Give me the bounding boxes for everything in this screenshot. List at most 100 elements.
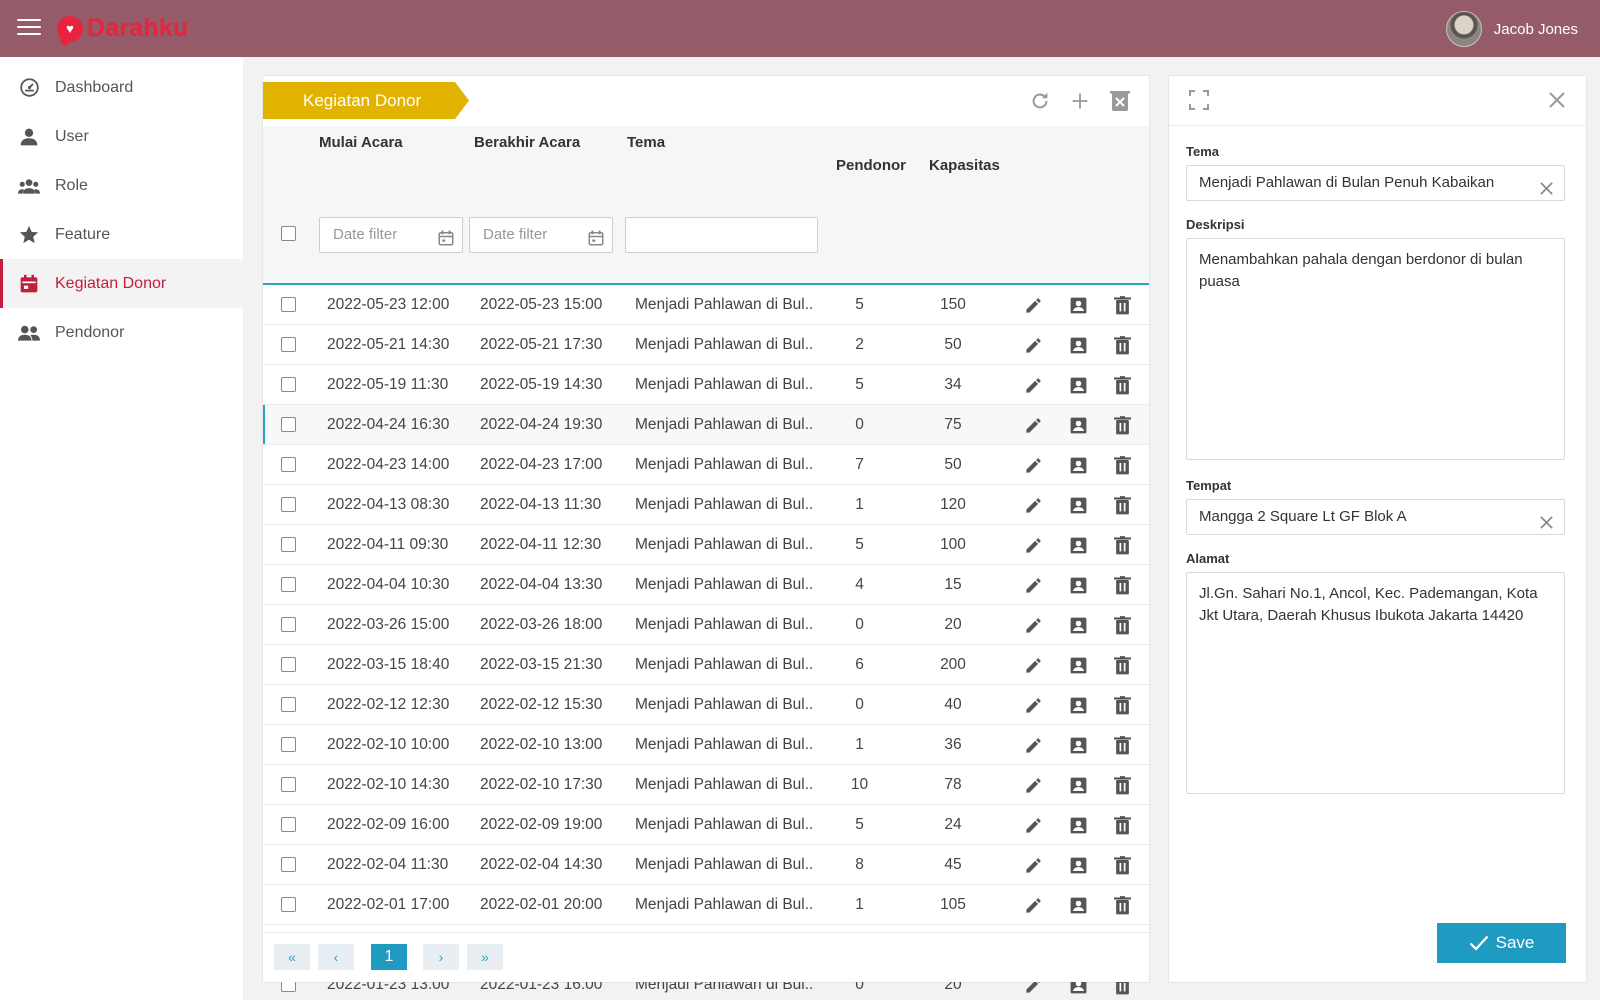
calendar-icon[interactable]: [437, 226, 455, 260]
next-page-button[interactable]: ›: [423, 944, 459, 970]
row-checkbox[interactable]: [281, 897, 296, 912]
sidebar-item-role[interactable]: Role: [0, 161, 243, 210]
edit-icon[interactable]: [1022, 334, 1044, 356]
profile-icon[interactable]: [1067, 774, 1089, 796]
row-checkbox[interactable]: [281, 777, 296, 792]
start-date-filter[interactable]: Date filter: [319, 217, 463, 253]
profile-icon[interactable]: [1067, 334, 1089, 356]
prev-page-button[interactable]: ‹: [318, 944, 354, 970]
edit-icon[interactable]: [1022, 294, 1044, 316]
table-row[interactable]: 2022-04-24 16:30 2022-04-24 19:30 Menjadi …: [263, 405, 1149, 445]
trash-icon[interactable]: [1111, 294, 1133, 316]
table-row[interactable]: 2022-05-21 14:30 2022-05-21 17:30 Menjadi …: [263, 325, 1149, 365]
fullscreen-icon[interactable]: [1189, 90, 1209, 115]
edit-icon[interactable]: [1022, 814, 1044, 836]
row-checkbox[interactable]: [281, 617, 296, 632]
profile-icon[interactable]: [1067, 534, 1089, 556]
clear-icon[interactable]: [1539, 175, 1554, 209]
profile-icon[interactable]: [1067, 454, 1089, 476]
edit-icon[interactable]: [1022, 574, 1044, 596]
table-row[interactable]: 2022-05-19 11:30 2022-05-19 14:30 Menjadi …: [263, 365, 1149, 405]
edit-icon[interactable]: [1022, 894, 1044, 916]
trash-icon[interactable]: [1111, 414, 1133, 436]
tema-field[interactable]: Menjadi Pahlawan di Bulan Penuh Kabaikan: [1186, 165, 1565, 201]
row-checkbox[interactable]: [281, 297, 296, 312]
edit-icon[interactable]: [1022, 614, 1044, 636]
theme-filter-input[interactable]: [625, 217, 818, 253]
profile-icon[interactable]: [1067, 374, 1089, 396]
trash-icon[interactable]: [1111, 494, 1133, 516]
trash-icon[interactable]: [1111, 734, 1133, 756]
edit-icon[interactable]: [1022, 694, 1044, 716]
row-checkbox[interactable]: [281, 697, 296, 712]
row-checkbox[interactable]: [281, 417, 296, 432]
delete-selected-button[interactable]: [1107, 88, 1133, 114]
sidebar-item-dashboard[interactable]: Dashboard: [0, 63, 243, 112]
trash-icon[interactable]: [1111, 614, 1133, 636]
edit-icon[interactable]: [1022, 774, 1044, 796]
table-row[interactable]: 2022-02-09 16:00 2022-02-09 19:00 Menjadi …: [263, 805, 1149, 845]
profile-icon[interactable]: [1067, 734, 1089, 756]
profile-icon[interactable]: [1067, 574, 1089, 596]
end-date-filter[interactable]: Date filter: [469, 217, 613, 253]
trash-icon[interactable]: [1111, 654, 1133, 676]
column-header-start[interactable]: Mulai Acara: [319, 134, 403, 151]
refresh-button[interactable]: [1027, 88, 1053, 114]
edit-icon[interactable]: [1022, 654, 1044, 676]
column-header-capacity[interactable]: Kapasitas: [929, 157, 1000, 174]
trash-icon[interactable]: [1111, 854, 1133, 876]
trash-icon[interactable]: [1111, 374, 1133, 396]
trash-icon[interactable]: [1111, 534, 1133, 556]
row-checkbox[interactable]: [281, 497, 296, 512]
close-icon[interactable]: [1548, 91, 1566, 114]
edit-icon[interactable]: [1022, 734, 1044, 756]
table-row[interactable]: 2022-03-15 18:40 2022-03-15 21:30 Menjadi …: [263, 645, 1149, 685]
row-checkbox[interactable]: [281, 537, 296, 552]
edit-icon[interactable]: [1022, 854, 1044, 876]
sidebar-item-user[interactable]: User: [0, 112, 243, 161]
profile-icon[interactable]: [1067, 614, 1089, 636]
table-row[interactable]: 2022-02-01 17:00 2022-02-01 20:00 Menjadi …: [263, 885, 1149, 925]
table-row[interactable]: 2022-04-11 09:30 2022-04-11 12:30 Menjadi …: [263, 525, 1149, 565]
select-all-checkbox[interactable]: [281, 226, 296, 241]
table-row[interactable]: 2022-04-13 08:30 2022-04-13 11:30 Menjadi …: [263, 485, 1149, 525]
menu-icon[interactable]: [17, 19, 41, 37]
edit-icon[interactable]: [1022, 534, 1044, 556]
edit-icon[interactable]: [1022, 494, 1044, 516]
table-row[interactable]: 2022-02-12 12:30 2022-02-12 15:30 Menjadi …: [263, 685, 1149, 725]
deskripsi-textarea[interactable]: Menambahkan pahala dengan berdonor di bu…: [1186, 238, 1565, 460]
row-checkbox[interactable]: [281, 817, 296, 832]
table-row[interactable]: 2022-04-23 14:00 2022-04-23 17:00 Menjadi …: [263, 445, 1149, 485]
profile-icon[interactable]: [1067, 814, 1089, 836]
trash-icon[interactable]: [1111, 694, 1133, 716]
calendar-icon[interactable]: [587, 226, 605, 260]
trash-icon[interactable]: [1111, 574, 1133, 596]
edit-icon[interactable]: [1022, 454, 1044, 476]
profile-icon[interactable]: [1067, 894, 1089, 916]
page-button-current[interactable]: 1: [371, 944, 407, 970]
tempat-field[interactable]: Mangga 2 Square Lt GF Blok A: [1186, 499, 1565, 535]
trash-icon[interactable]: [1111, 334, 1133, 356]
table-row[interactable]: 2022-02-10 10:00 2022-02-10 13:00 Menjadi …: [263, 725, 1149, 765]
sidebar-item-kegiatan-donor[interactable]: Kegiatan Donor: [0, 259, 243, 308]
profile-icon[interactable]: [1067, 654, 1089, 676]
user-menu[interactable]: Jacob Jones: [1445, 11, 1578, 47]
first-page-button[interactable]: «: [274, 944, 310, 970]
row-checkbox[interactable]: [281, 457, 296, 472]
trash-icon[interactable]: [1111, 774, 1133, 796]
table-row[interactable]: 2022-02-10 14:30 2022-02-10 17:30 Menjadi …: [263, 765, 1149, 805]
sidebar-item-pendonor[interactable]: Pendonor: [0, 308, 243, 357]
row-checkbox[interactable]: [281, 577, 296, 592]
save-button[interactable]: Save: [1437, 923, 1566, 963]
table-row[interactable]: 2022-03-26 15:00 2022-03-26 18:00 Menjadi …: [263, 605, 1149, 645]
column-header-end[interactable]: Berakhir Acara: [474, 134, 581, 151]
profile-icon[interactable]: [1067, 294, 1089, 316]
table-row[interactable]: 2022-04-04 10:30 2022-04-04 13:30 Menjadi …: [263, 565, 1149, 605]
alamat-textarea[interactable]: Jl.Gn. Sahari No.1, Ancol, Kec. Pademang…: [1186, 572, 1565, 794]
profile-icon[interactable]: [1067, 694, 1089, 716]
edit-icon[interactable]: [1022, 374, 1044, 396]
edit-icon[interactable]: [1022, 414, 1044, 436]
row-checkbox[interactable]: [281, 857, 296, 872]
column-header-theme[interactable]: Tema: [627, 134, 666, 151]
add-button[interactable]: [1067, 88, 1093, 114]
